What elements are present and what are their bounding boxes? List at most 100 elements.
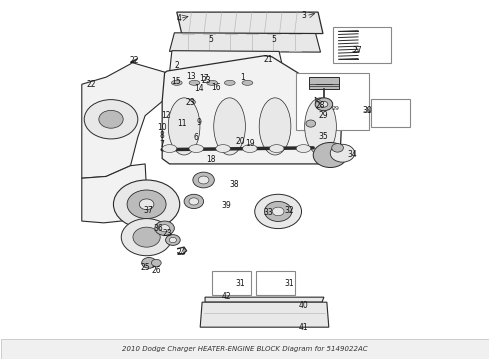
Ellipse shape — [296, 145, 311, 153]
Text: 17: 17 — [199, 74, 208, 83]
Text: 18: 18 — [206, 155, 216, 164]
Polygon shape — [170, 51, 284, 73]
Text: 5: 5 — [272, 36, 277, 45]
Text: 36: 36 — [153, 224, 163, 233]
Text: 22: 22 — [129, 56, 139, 65]
Circle shape — [187, 109, 195, 114]
Text: 41: 41 — [298, 323, 308, 332]
Text: 28: 28 — [316, 101, 325, 110]
Circle shape — [255, 194, 301, 229]
Circle shape — [332, 144, 343, 152]
Text: 8: 8 — [160, 131, 165, 140]
Circle shape — [330, 144, 355, 162]
Text: 16: 16 — [211, 83, 220, 92]
Text: 39: 39 — [221, 201, 231, 210]
Circle shape — [184, 194, 203, 208]
Ellipse shape — [189, 80, 200, 85]
Circle shape — [265, 202, 292, 221]
Text: 25: 25 — [140, 263, 150, 272]
Text: 24: 24 — [177, 248, 187, 257]
Text: 15: 15 — [171, 77, 181, 86]
Polygon shape — [177, 12, 323, 33]
Ellipse shape — [242, 80, 253, 85]
Ellipse shape — [214, 98, 245, 155]
Text: 13: 13 — [187, 72, 196, 81]
Circle shape — [187, 117, 195, 123]
Text: 3: 3 — [301, 11, 306, 20]
Circle shape — [155, 221, 174, 235]
Text: 23: 23 — [186, 98, 195, 107]
Text: 2010 Dodge Charger HEATER-ENGINE BLOCK Diagram for 5149022AC: 2010 Dodge Charger HEATER-ENGINE BLOCK D… — [122, 346, 368, 352]
Ellipse shape — [305, 98, 336, 155]
Text: 22: 22 — [87, 80, 96, 89]
Text: 40: 40 — [298, 301, 308, 310]
Ellipse shape — [259, 98, 291, 155]
Ellipse shape — [168, 98, 200, 155]
Text: 2: 2 — [174, 61, 179, 70]
Text: 32: 32 — [284, 206, 294, 215]
Ellipse shape — [270, 145, 284, 153]
Bar — [256, 271, 294, 295]
Text: 4: 4 — [177, 14, 182, 23]
Circle shape — [169, 237, 176, 243]
Text: 5: 5 — [208, 36, 213, 45]
Bar — [309, 77, 339, 89]
Circle shape — [187, 104, 195, 110]
Text: 11: 11 — [177, 119, 186, 128]
Ellipse shape — [243, 145, 257, 153]
Text: 23: 23 — [201, 76, 211, 85]
Text: 34: 34 — [347, 150, 357, 159]
Text: 31: 31 — [284, 279, 294, 288]
Ellipse shape — [189, 145, 203, 153]
Circle shape — [306, 120, 316, 127]
Polygon shape — [162, 56, 343, 164]
Circle shape — [114, 180, 180, 229]
Text: 20: 20 — [235, 137, 245, 146]
Circle shape — [188, 99, 196, 105]
Circle shape — [193, 172, 214, 188]
Polygon shape — [82, 59, 170, 178]
Bar — [371, 99, 410, 127]
Circle shape — [187, 113, 195, 118]
Text: 31: 31 — [235, 279, 245, 288]
Text: 9: 9 — [196, 118, 201, 127]
Circle shape — [133, 227, 160, 247]
Bar — [333, 27, 391, 63]
Text: 19: 19 — [245, 139, 255, 148]
Circle shape — [127, 190, 166, 219]
Circle shape — [139, 199, 154, 210]
Text: 30: 30 — [362, 106, 372, 115]
Text: 33: 33 — [264, 208, 273, 217]
Bar — [206, 298, 322, 301]
Polygon shape — [82, 164, 147, 223]
Text: 7: 7 — [160, 140, 165, 149]
Circle shape — [84, 100, 138, 139]
Text: 29: 29 — [318, 111, 328, 120]
Circle shape — [315, 98, 333, 111]
Ellipse shape — [172, 80, 182, 85]
Polygon shape — [200, 302, 329, 327]
Text: 42: 42 — [221, 292, 231, 301]
Circle shape — [121, 219, 172, 256]
Text: 26: 26 — [151, 266, 161, 275]
Text: 21: 21 — [264, 55, 273, 64]
Polygon shape — [205, 297, 324, 302]
Circle shape — [99, 111, 123, 128]
Circle shape — [272, 207, 284, 216]
Bar — [295, 73, 369, 130]
Ellipse shape — [216, 145, 230, 153]
Polygon shape — [170, 33, 320, 52]
Circle shape — [320, 102, 328, 107]
Circle shape — [189, 198, 199, 205]
Circle shape — [151, 259, 161, 266]
Text: 37: 37 — [144, 206, 153, 215]
Ellipse shape — [207, 80, 218, 85]
Ellipse shape — [224, 80, 235, 85]
Text: 35: 35 — [318, 132, 328, 141]
Text: 38: 38 — [229, 180, 239, 189]
Text: 1: 1 — [240, 73, 245, 82]
Polygon shape — [167, 73, 260, 93]
Bar — [212, 271, 251, 295]
Circle shape — [142, 257, 156, 268]
Ellipse shape — [162, 145, 177, 153]
